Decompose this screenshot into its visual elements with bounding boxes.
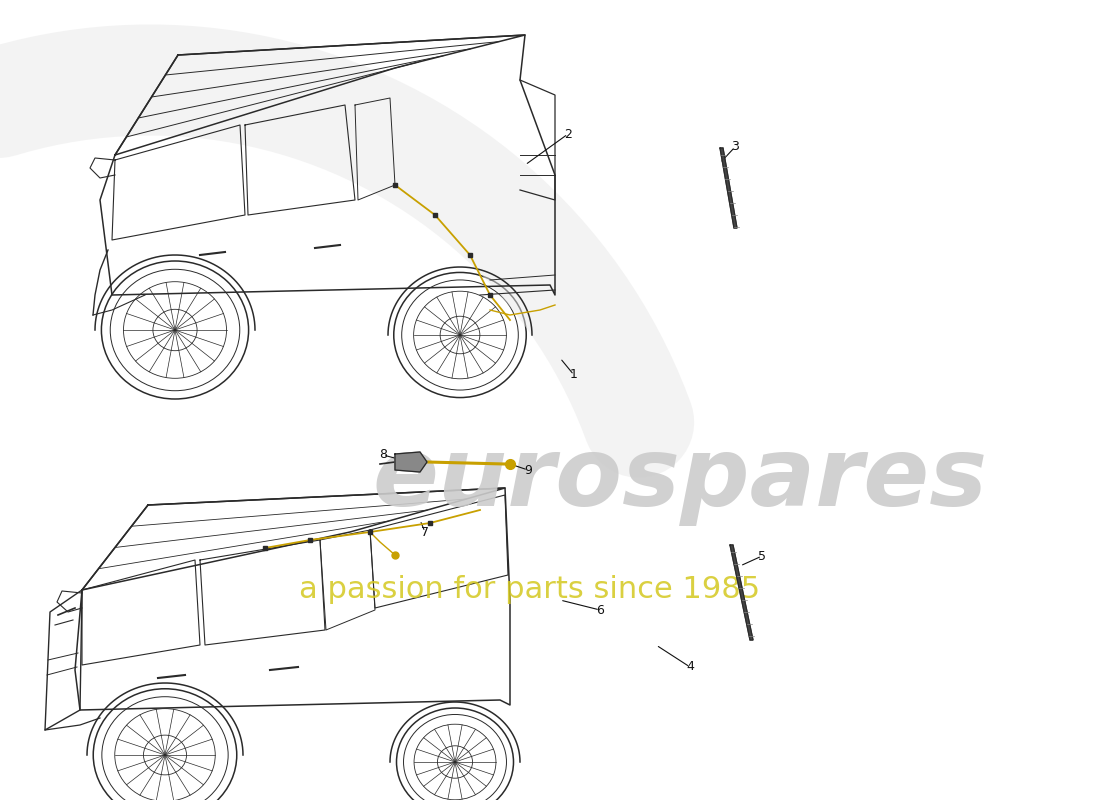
Text: 8: 8	[379, 449, 387, 462]
Text: 7: 7	[421, 526, 429, 538]
Text: 1: 1	[570, 369, 578, 382]
Text: 6: 6	[596, 603, 604, 617]
Text: a passion for parts since 1985: a passion for parts since 1985	[299, 575, 760, 605]
Text: eurospares: eurospares	[373, 434, 988, 526]
Polygon shape	[395, 452, 427, 472]
Polygon shape	[730, 545, 754, 640]
Text: 5: 5	[758, 550, 766, 562]
Text: 9: 9	[524, 463, 532, 477]
Polygon shape	[720, 148, 737, 228]
Text: 3: 3	[732, 141, 739, 154]
Text: 2: 2	[564, 127, 572, 141]
Text: 4: 4	[686, 661, 694, 674]
